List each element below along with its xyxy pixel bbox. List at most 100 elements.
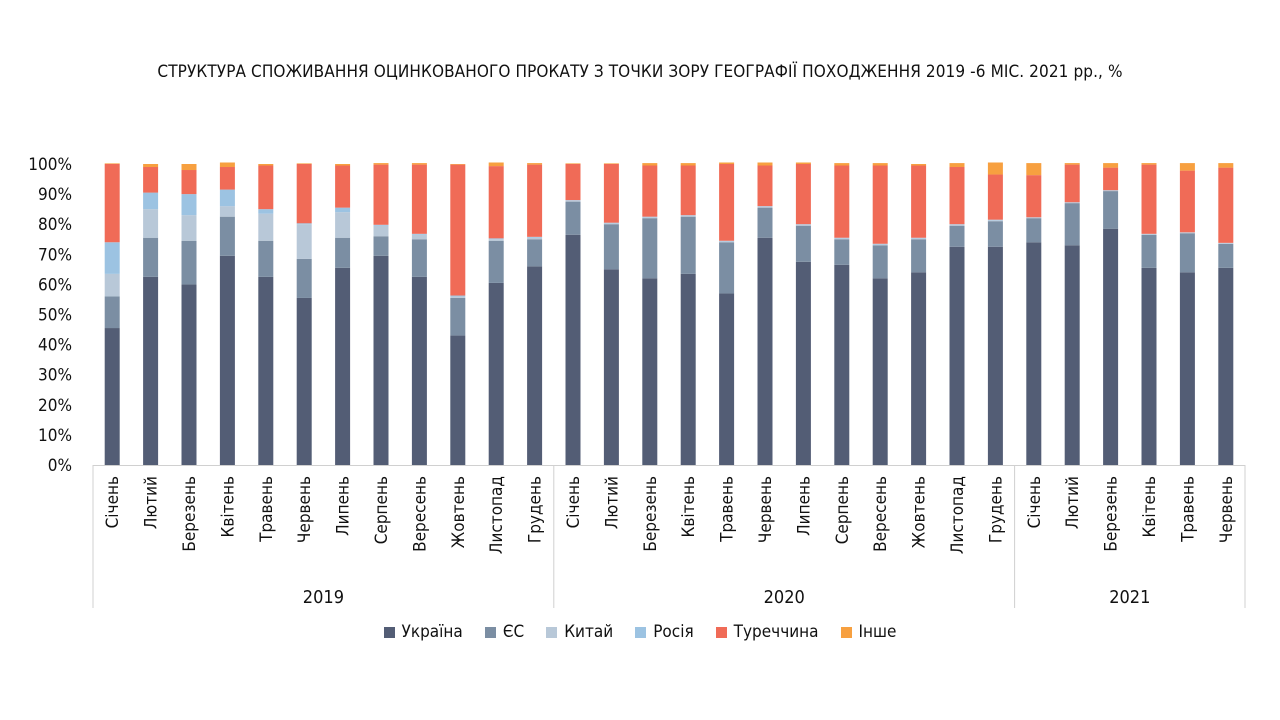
- bar-segment: [757, 206, 773, 208]
- legend-label: Туреччина: [733, 622, 819, 642]
- bar-segment: [296, 163, 312, 164]
- bar-segment: [488, 162, 504, 167]
- bar-segment: [834, 264, 850, 465]
- bar-segment: [104, 296, 120, 329]
- bar-segment: [258, 240, 274, 277]
- x-tick-label: Грудень: [526, 476, 546, 543]
- bar-segment: [1064, 202, 1080, 204]
- group-label: 2019: [303, 587, 344, 608]
- bar-segment: [181, 170, 197, 195]
- bar-segment: [219, 255, 235, 465]
- bar-segment: [143, 192, 159, 210]
- x-tick-label: Квітень: [218, 476, 238, 537]
- bar-segment: [373, 236, 389, 256]
- legend-item: ЄС: [484, 622, 524, 642]
- bar-segment: [949, 224, 965, 225]
- bar-segment: [450, 164, 466, 165]
- bar-segment: [911, 272, 927, 465]
- bar-segment: [527, 236, 543, 238]
- x-tick-label: Серпень: [372, 476, 392, 544]
- y-tick-label: 40%: [38, 336, 72, 356]
- bar-segment: [949, 246, 965, 465]
- bar-segment: [181, 194, 197, 216]
- bar-segment: [411, 234, 427, 240]
- bar-segment: [1141, 267, 1157, 465]
- bar-segment: [565, 234, 581, 465]
- bar-segment: [527, 237, 543, 240]
- y-tick-label: 20%: [38, 396, 72, 416]
- bar-segment: [911, 165, 927, 238]
- legend-label: Росія: [653, 622, 694, 642]
- x-tick-label: Листопад: [948, 476, 968, 554]
- bar-segment: [450, 164, 466, 296]
- bar-segment: [603, 164, 619, 223]
- legend-swatch: [484, 626, 496, 638]
- bar-segment: [1064, 245, 1080, 465]
- legend-swatch: [546, 626, 558, 638]
- x-tick-label: Лютий: [602, 476, 622, 529]
- bar-segment: [488, 166, 504, 239]
- bar-segment: [335, 207, 351, 213]
- bar-segment: [565, 201, 581, 235]
- bar-segment: [642, 217, 658, 219]
- bar-segment: [565, 163, 581, 164]
- bar-segment: [987, 220, 1003, 222]
- bar-segment: [411, 233, 427, 235]
- bar-segment: [642, 218, 658, 279]
- bar-segment: [527, 164, 543, 237]
- bar-segment: [1141, 234, 1157, 268]
- bar-segment: [872, 243, 888, 245]
- x-tick-label: Грудень: [986, 476, 1006, 543]
- legend-label: Україна: [401, 622, 463, 642]
- bar-segment: [335, 267, 351, 465]
- bar-segment: [219, 206, 235, 217]
- bar-segment: [872, 245, 888, 279]
- x-tick-label: Березень: [180, 476, 200, 552]
- y-tick-label: 60%: [38, 275, 72, 295]
- y-tick-label: 80%: [38, 215, 72, 235]
- legend-swatch: [715, 626, 727, 638]
- bar-segment: [373, 225, 389, 237]
- bar-segment: [834, 238, 850, 240]
- x-tick-label: Квітень: [679, 476, 699, 537]
- bar-segment: [680, 163, 696, 166]
- y-tick-label: 100%: [28, 155, 72, 175]
- bar-segment: [719, 162, 735, 164]
- x-tick-label: Серпень: [833, 476, 853, 544]
- bar-segment: [143, 209, 159, 238]
- bar-segment: [527, 239, 543, 267]
- bar-segment: [181, 164, 197, 171]
- bar-segment: [872, 163, 888, 166]
- group-label: 2021: [1109, 587, 1150, 608]
- bar-segment: [181, 284, 197, 465]
- bar-segment: [642, 165, 658, 217]
- bar-segment: [680, 215, 696, 217]
- bar-segment: [335, 237, 351, 268]
- bar-segment: [143, 237, 159, 277]
- bar-segment: [104, 328, 120, 465]
- bar-segment: [104, 273, 120, 297]
- bar-segment: [1141, 164, 1157, 234]
- y-tick-label: 0%: [48, 456, 72, 476]
- bar-segment: [1103, 163, 1119, 168]
- bar-segment: [296, 258, 312, 298]
- bar-segment: [911, 164, 927, 166]
- bar-segment: [949, 224, 965, 226]
- bar-segment: [911, 237, 927, 239]
- bar-segment: [335, 164, 351, 166]
- bar-segment: [450, 335, 466, 465]
- bar-segment: [450, 295, 466, 297]
- group-label: 2020: [764, 587, 805, 608]
- bar-segment: [1103, 167, 1119, 191]
- x-tick-label: Вересень: [871, 476, 891, 552]
- bar-segment: [565, 200, 581, 201]
- bar-segment: [1179, 170, 1195, 233]
- bar-segment: [143, 164, 159, 168]
- bar-segment: [872, 165, 888, 244]
- bar-segment: [757, 206, 773, 207]
- x-tick-label: Листопад: [487, 476, 507, 554]
- bar-segment: [1064, 164, 1080, 203]
- legend-label: Інше: [858, 622, 897, 642]
